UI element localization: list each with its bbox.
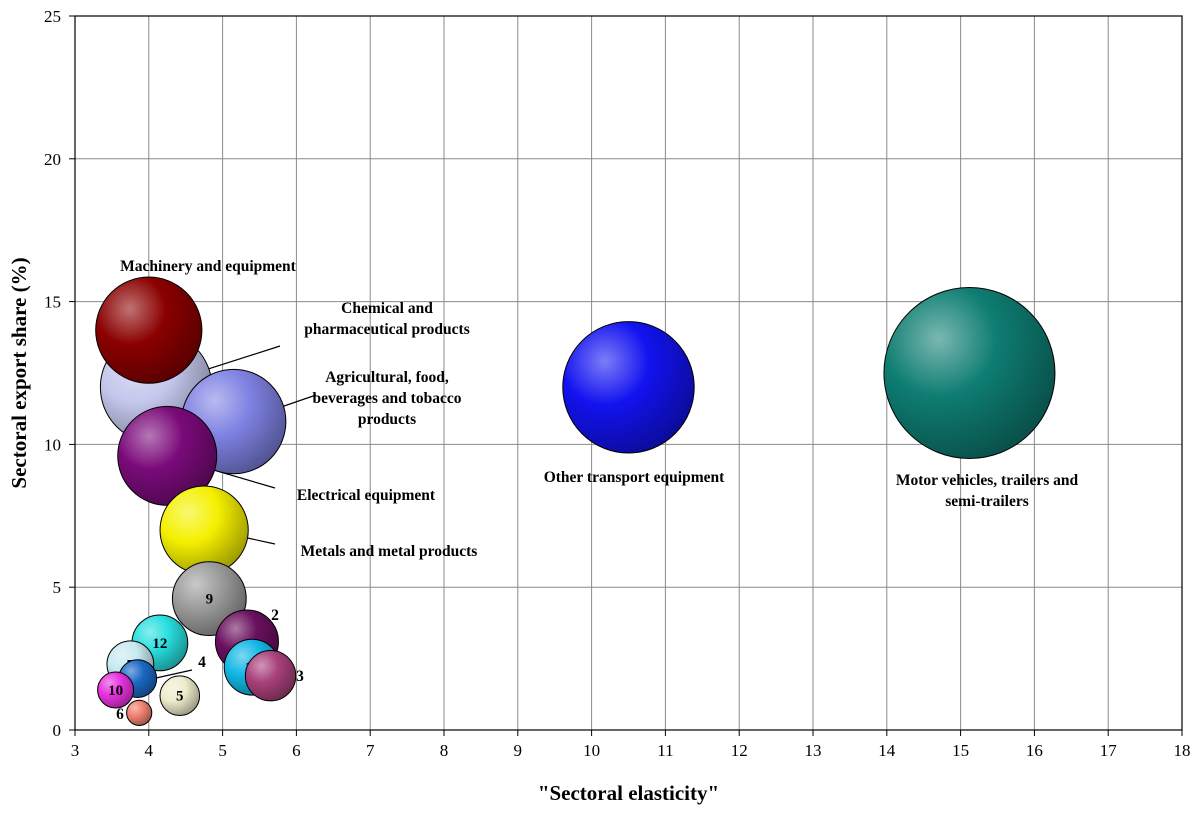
x-tick-label: 16 [1026, 741, 1043, 760]
bubble-annotation: Motor vehicles, trailers and semi-trailer… [896, 472, 1079, 510]
x-tick-label: 7 [366, 741, 375, 760]
x-tick-label: 4 [145, 741, 154, 760]
bubble [159, 675, 201, 717]
x-axis-title: "Sectoral elasticity" [538, 781, 719, 805]
bubble-annotation: Electrical equipment [297, 487, 436, 504]
bubble-annotation: Other transport equipment [544, 469, 725, 486]
y-tick-label: 10 [44, 435, 61, 454]
bubble-annotation: 2 [271, 607, 279, 624]
bubble-annotation: Chemical and pharmaceutical products [304, 300, 469, 338]
x-tick-label: 13 [805, 741, 822, 760]
y-tick-label: 5 [53, 578, 62, 597]
bubble-annotation: Metals and metal products [301, 543, 478, 560]
bubble [95, 276, 203, 384]
y-axis-title: Sectoral export share (%) [7, 257, 31, 488]
x-tick-label: 8 [440, 741, 449, 760]
bubble [126, 699, 153, 726]
x-tick-label: 11 [657, 741, 673, 760]
y-axis-ticks: 0 5 10 15 20 25 [44, 7, 75, 740]
y-tick-label: 15 [44, 293, 61, 312]
bubble-annotation: 3 [296, 668, 304, 685]
bubble-number-label: 12 [152, 636, 167, 652]
y-tick-label: 0 [53, 721, 62, 740]
x-axis-ticks: 3 4 5 6 7 8 9 10 11 12 13 14 15 16 17 18 [71, 730, 1191, 760]
plot-area-frame [74, 15, 1183, 731]
bubbles: 917127510 [95, 276, 1056, 726]
bubble [97, 671, 135, 709]
bubble-number-label: 9 [206, 592, 214, 608]
bubble [159, 485, 249, 575]
bubble-number-label: 5 [176, 689, 184, 705]
x-tick-label: 6 [292, 741, 301, 760]
x-tick-label: 9 [514, 741, 523, 760]
x-tick-label: 3 [71, 741, 80, 760]
annotations: Motor vehicles, trailers and semi-trailer… [116, 258, 1078, 723]
y-tick-label: 20 [44, 150, 61, 169]
bubble-annotation: 4 [198, 654, 206, 671]
x-tick-label: 17 [1100, 741, 1118, 760]
bubble-annotation: Agricultural, food, beverages and tobacco… [313, 369, 462, 428]
bubble [562, 321, 695, 454]
x-tick-label: 10 [583, 741, 600, 760]
bubble-annotation: 6 [116, 706, 124, 723]
x-tick-label: 18 [1174, 741, 1191, 760]
bubble [244, 650, 297, 702]
x-tick-label: 12 [731, 741, 748, 760]
bubble [883, 287, 1056, 459]
y-tick-label: 25 [44, 7, 61, 26]
x-tick-label: 14 [878, 741, 896, 760]
bubble-number-label: 10 [108, 683, 123, 699]
x-tick-label: 5 [218, 741, 227, 760]
bubble-annotation: Machinery and equipment [120, 258, 297, 275]
x-tick-label: 15 [952, 741, 969, 760]
